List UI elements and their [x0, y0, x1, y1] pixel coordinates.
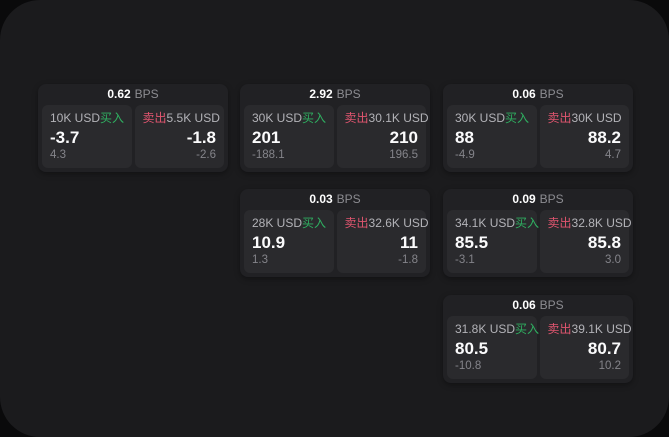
spread-bps-unit: BPS [539, 87, 564, 101]
buy-tag: 买入 [515, 216, 540, 230]
sell-amount: 32.8K USD [571, 216, 632, 230]
sell-tag: 卖出 [344, 111, 369, 125]
sell-amount: 30K USD [571, 111, 622, 125]
sell-cell[interactable]: 卖出 5.5K USD -1.8 -2.6 [134, 105, 224, 168]
buy-amount: 28K USD [252, 216, 303, 230]
spread-bps-unit: BPS [539, 192, 564, 206]
sell-tag: 卖出 [547, 111, 572, 125]
spread-bps-value: 0.03 [309, 192, 333, 206]
spread-bps-unit: BPS [336, 192, 361, 206]
buy-tag: 买入 [302, 216, 327, 230]
quote-card: 2.92 BPS 30K USD 买入 201 -188.1 卖出 30.1K … [240, 84, 430, 172]
spread-bps-unit: BPS [539, 298, 564, 312]
spread-header: 0.62 BPS [38, 84, 228, 105]
buy-amount: 31.8K USD [455, 322, 516, 336]
quote-card: 0.03 BPS 28K USD 买入 10.9 1.3 卖出 32.6K US… [240, 189, 430, 277]
spread-bps-value: 2.92 [309, 87, 333, 101]
buy-cell[interactable]: 30K USD 买入 88 -4.9 [447, 105, 537, 168]
sell-delta: 4.7 [605, 149, 621, 161]
sell-tag: 卖出 [344, 216, 369, 230]
buy-cell[interactable]: 31.8K USD 买入 80.5 -10.8 [447, 316, 540, 379]
sell-tag: 卖出 [142, 111, 167, 125]
sell-price: 210 [389, 128, 418, 147]
spread-header: 0.06 BPS [443, 295, 633, 316]
sell-delta: 10.2 [598, 360, 621, 372]
sell-delta: -2.6 [196, 149, 216, 161]
spread-header: 0.03 BPS [240, 189, 430, 210]
buy-tag: 买入 [302, 111, 327, 125]
sell-price: 88.2 [587, 128, 621, 147]
sell-price: 85.8 [587, 233, 621, 252]
buy-price: 85.5 [455, 233, 489, 252]
buy-amount: 30K USD [252, 111, 303, 125]
buy-tag: 买入 [505, 111, 530, 125]
quote-card: 0.06 BPS 31.8K USD 买入 80.5 -10.8 卖出 39.1… [443, 295, 633, 383]
buy-price: 88 [455, 128, 474, 147]
sell-delta: -1.8 [398, 254, 418, 266]
buy-delta: -10.8 [455, 360, 482, 372]
spread-bps-unit: BPS [336, 87, 361, 101]
sell-tag: 卖出 [547, 216, 572, 230]
spread-header: 0.06 BPS [443, 84, 633, 105]
buy-cell[interactable]: 34.1K USD 买入 85.5 -3.1 [447, 210, 540, 273]
quote-card: 0.62 BPS 10K USD 买入 -3.7 4.3 卖出 5.5K USD… [38, 84, 228, 172]
sell-cell[interactable]: 卖出 32.8K USD 85.8 3.0 [539, 210, 632, 273]
buy-amount: 34.1K USD [455, 216, 516, 230]
sell-amount: 5.5K USD [166, 111, 220, 125]
sell-delta: 196.5 [389, 149, 418, 161]
spread-bps-value: 0.62 [107, 87, 131, 101]
spread-bps-value: 0.06 [512, 87, 536, 101]
buy-tag: 买入 [515, 322, 540, 336]
buy-delta: -188.1 [252, 149, 285, 161]
spread-bps-value: 0.06 [512, 298, 536, 312]
sell-cell[interactable]: 卖出 30K USD 88.2 4.7 [539, 105, 629, 168]
buy-delta: 1.3 [252, 254, 268, 266]
buy-amount: 10K USD [50, 111, 101, 125]
buy-cell[interactable]: 28K USD 买入 10.9 1.3 [244, 210, 334, 273]
sell-cell[interactable]: 卖出 32.6K USD 11 -1.8 [336, 210, 429, 273]
spread-bps-value: 0.09 [512, 192, 536, 206]
sell-amount: 30.1K USD [368, 111, 429, 125]
buy-delta: -4.9 [455, 149, 475, 161]
buy-price: -3.7 [50, 128, 80, 147]
buy-amount: 30K USD [455, 111, 506, 125]
sell-amount: 32.6K USD [368, 216, 429, 230]
quote-card: 0.09 BPS 34.1K USD 买入 85.5 -3.1 卖出 32.8K… [443, 189, 633, 277]
buy-delta: -3.1 [455, 254, 475, 266]
buy-price: 80.5 [455, 339, 489, 358]
sell-cell[interactable]: 卖出 30.1K USD 210 196.5 [336, 105, 429, 168]
buy-price: 10.9 [252, 233, 286, 252]
buy-delta: 4.3 [50, 149, 66, 161]
buy-price: 201 [252, 128, 281, 147]
spread-bps-unit: BPS [134, 87, 159, 101]
buy-cell[interactable]: 30K USD 买入 201 -188.1 [244, 105, 334, 168]
sell-amount: 39.1K USD [571, 322, 632, 336]
buy-tag: 买入 [100, 111, 125, 125]
sell-tag: 卖出 [547, 322, 572, 336]
sell-price: -1.8 [186, 128, 216, 147]
sell-price: 80.7 [587, 339, 621, 358]
buy-cell[interactable]: 10K USD 买入 -3.7 4.3 [42, 105, 132, 168]
sell-cell[interactable]: 卖出 39.1K USD 80.7 10.2 [539, 316, 632, 379]
sell-price: 11 [400, 233, 418, 252]
spread-header: 0.09 BPS [443, 189, 633, 210]
spread-header: 2.92 BPS [240, 84, 430, 105]
sell-delta: 3.0 [605, 254, 621, 266]
quote-card: 0.06 BPS 30K USD 买入 88 -4.9 卖出 30K USD 8… [443, 84, 633, 172]
